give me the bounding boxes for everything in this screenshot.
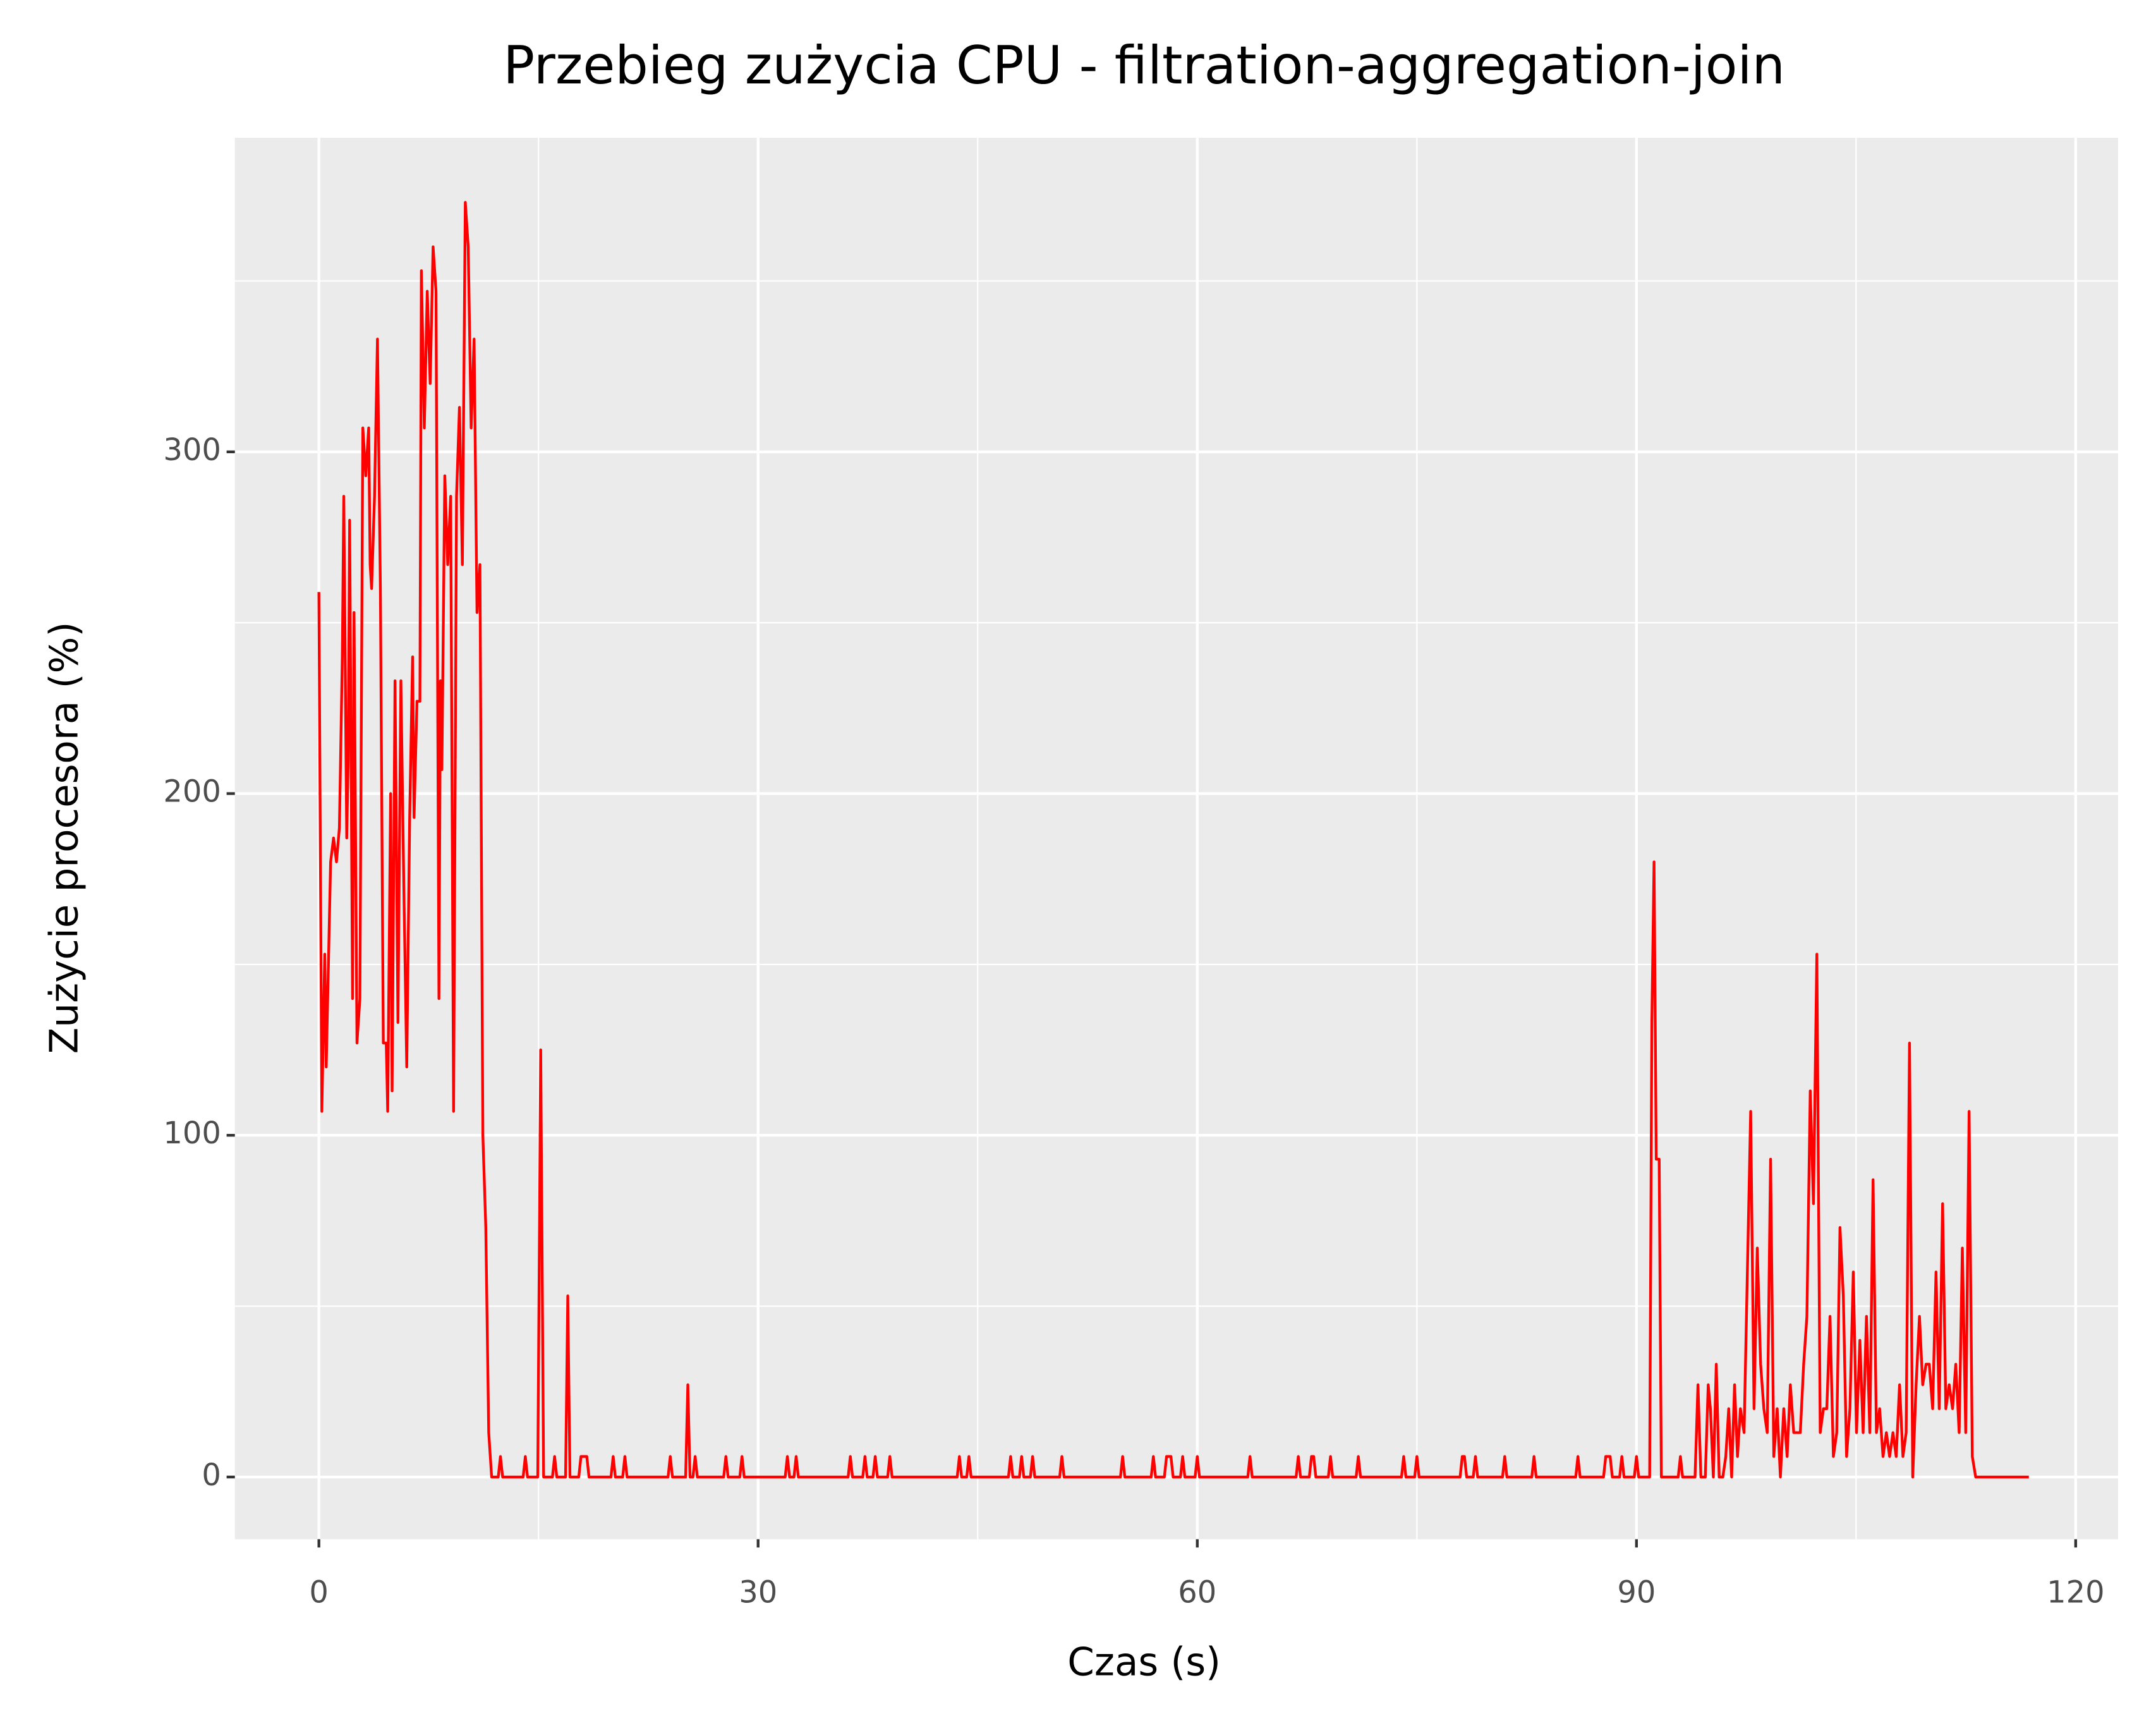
- x-tick-label: 30: [739, 1575, 777, 1610]
- x-axis-title: Czas (s): [1067, 1640, 1221, 1684]
- y-axis-title: Zużycie procesora (%): [42, 622, 87, 1054]
- x-tick-label: 90: [1617, 1575, 1656, 1610]
- cpu-line: [317, 201, 2029, 1479]
- plot-panel: [234, 138, 2119, 1540]
- x-tick-label: 60: [1178, 1575, 1216, 1610]
- y-tick-label: 300: [163, 432, 221, 468]
- y-tick-label: 100: [163, 1116, 221, 1151]
- y-tick-label: 200: [163, 774, 221, 810]
- chart-title: Przebieg zużycia CPU - filtration-aggreg…: [503, 35, 1785, 96]
- x-tick-label: 0: [309, 1575, 329, 1610]
- y-tick-label: 0: [202, 1457, 221, 1493]
- x-tick-label: 120: [2047, 1575, 2105, 1610]
